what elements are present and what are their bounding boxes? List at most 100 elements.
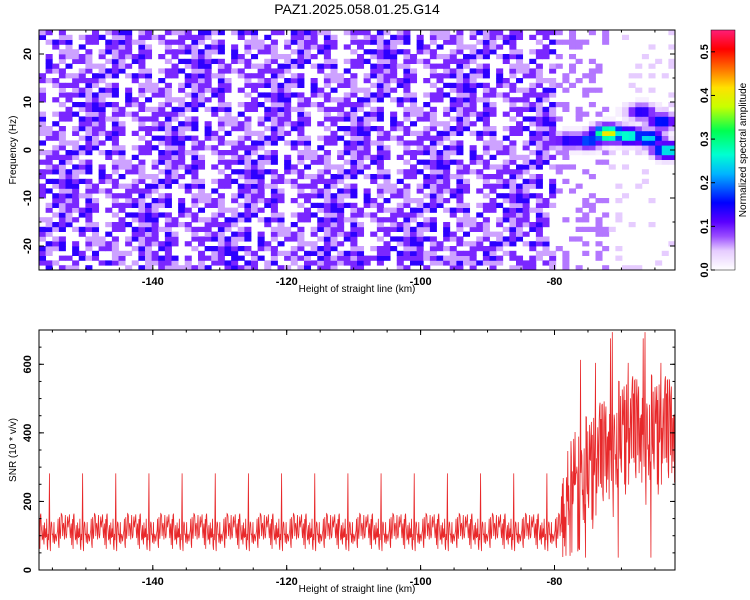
heatmap-cell — [615, 212, 623, 218]
heatmap-cell — [158, 54, 166, 60]
heatmap-cell — [588, 87, 596, 93]
heatmap-cell — [270, 169, 278, 175]
heatmap-cell — [648, 116, 656, 122]
heatmap-cell — [217, 241, 225, 247]
heatmap-cell — [125, 39, 133, 45]
heatmap-cell — [125, 193, 133, 199]
heatmap-cell — [383, 63, 391, 69]
heatmap-cell — [270, 140, 278, 146]
heatmap-cell — [72, 183, 80, 189]
heatmap-cell — [376, 68, 384, 74]
heatmap-cell — [655, 121, 663, 127]
heatmap-cell — [429, 34, 437, 40]
heatmap-cell — [549, 30, 557, 36]
heatmap-cell — [357, 222, 365, 228]
heatmap-cell — [489, 34, 497, 40]
heatmap-cell — [297, 174, 305, 180]
heatmap-cell — [343, 250, 351, 256]
heatmap-cell — [595, 87, 603, 93]
heatmap-cell — [330, 174, 338, 180]
heatmap-cell — [237, 212, 245, 218]
heatmap-cell — [317, 217, 325, 223]
heatmap-cell — [330, 34, 338, 40]
heatmap-cell — [224, 111, 232, 117]
heatmap-cell — [151, 217, 159, 223]
heatmap-cell — [482, 178, 490, 184]
heatmap-cell — [363, 121, 371, 127]
heatmap-cell — [164, 111, 172, 117]
heatmap-cell — [357, 58, 365, 64]
heatmap-cell — [52, 97, 60, 103]
heatmap-cell — [403, 58, 411, 64]
heatmap-cell — [145, 73, 153, 79]
heatmap-cell — [423, 102, 431, 108]
heatmap-cell — [429, 193, 437, 199]
heatmap-cell — [416, 241, 424, 247]
heatmap-cell — [489, 260, 497, 266]
heatmap-cell — [641, 121, 649, 127]
heatmap-cell — [456, 106, 464, 112]
heatmap-cell — [251, 188, 259, 194]
heatmap-cell — [244, 246, 252, 252]
heatmap-cell — [509, 150, 517, 156]
heatmap-cell — [78, 145, 86, 151]
heatmap-cell — [542, 126, 550, 132]
heatmap-cell — [138, 102, 146, 108]
heatmap-cell — [615, 121, 623, 127]
heatmap-cell — [224, 207, 232, 213]
heatmap-cell — [436, 246, 444, 252]
heatmap-cell — [158, 159, 166, 165]
heatmap-cell — [376, 73, 384, 79]
heatmap-cell — [496, 92, 504, 98]
heatmap-cell — [317, 207, 325, 213]
heatmap-cell — [191, 236, 199, 242]
heatmap-cell — [98, 164, 106, 170]
heatmap-cell — [98, 169, 106, 175]
heatmap-cell — [443, 82, 451, 88]
heatmap-cell — [270, 198, 278, 204]
heatmap-cell — [323, 58, 331, 64]
heatmap-cell — [449, 116, 457, 122]
heatmap-cell — [145, 54, 153, 60]
heatmap-cell — [436, 140, 444, 146]
heatmap-cell — [297, 44, 305, 50]
heatmap-cell — [92, 78, 100, 84]
heatmap-cell — [151, 188, 159, 194]
heatmap-cell — [509, 250, 517, 256]
heatmap-cell — [403, 188, 411, 194]
heatmap-cell — [436, 241, 444, 247]
heatmap-cell — [191, 159, 199, 165]
heatmap-cell — [542, 87, 550, 93]
heatmap-cell — [608, 150, 616, 156]
heatmap-cell — [350, 188, 358, 194]
heatmap-cell — [522, 241, 530, 247]
heatmap-cell — [622, 34, 630, 40]
heatmap-cell — [476, 169, 484, 175]
heatmap-cell — [211, 39, 219, 45]
heatmap-cell — [184, 30, 192, 36]
heatmap-cell — [211, 106, 219, 112]
heatmap-cell — [463, 241, 471, 247]
heatmap-cell — [211, 73, 219, 79]
heatmap-cell — [516, 169, 524, 175]
heatmap-cell — [622, 130, 630, 136]
heatmap-cell — [310, 178, 318, 184]
heatmap-cell — [72, 164, 80, 170]
heatmap-cell — [403, 145, 411, 151]
heatmap-cell — [45, 217, 53, 223]
heatmap-cell — [224, 87, 232, 93]
heatmap-cell — [529, 106, 537, 112]
heatmap-cell — [231, 30, 239, 36]
heatmap-cell — [310, 188, 318, 194]
heatmap-cell — [125, 164, 133, 170]
heatmap-cell — [251, 178, 259, 184]
heatmap-cell — [151, 226, 159, 232]
heatmap-cell — [443, 255, 451, 261]
heatmap-cell — [549, 126, 557, 132]
heatmap-cell — [337, 73, 345, 79]
heatmap-cell — [522, 169, 530, 175]
heatmap-cell — [476, 49, 484, 55]
heatmap-cell — [217, 68, 225, 74]
heatmap-cell — [482, 39, 490, 45]
heatmap-cell — [65, 150, 73, 156]
